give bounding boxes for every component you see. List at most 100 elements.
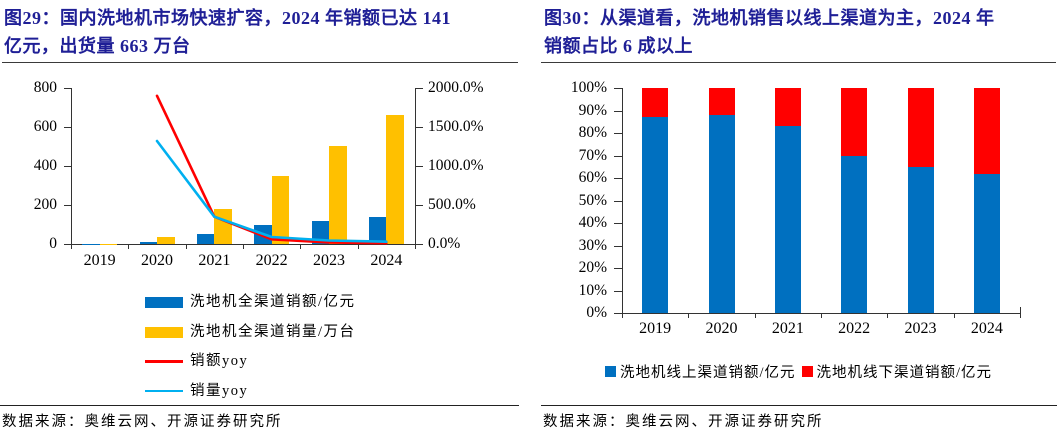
x-axis-label: 2020 [141, 252, 173, 269]
legend-swatch-volume-yoy-line [145, 389, 183, 393]
sales-yoy-line [155, 94, 388, 245]
y-axis-tick [614, 290, 622, 292]
legend-label: 洗地机全渠道销额/亿元 [190, 294, 356, 310]
y-axis-tick-label: 10% [578, 281, 607, 299]
washer-market-combo-chart: 0 200 400 600 800 0.0% 500.0% 1000.0% 1500.0% 200… [0, 0, 528, 436]
bar-online-2021 [774, 126, 801, 313]
left-axis-tick-label: 200 [33, 196, 57, 213]
legend-label: 洗地机线下渠道销额/亿元 [816, 365, 993, 381]
left-axis-tick [64, 127, 71, 128]
legend-label: 洗地机全渠道销量/万台 [190, 323, 356, 340]
x-axis-label: 2023 [313, 252, 345, 269]
channel-share-stacked-chart: 0% 10% 20% 30% 40% 50% 60% 70% 80% 90% 100% 2019 202… [540, 0, 1057, 436]
x-axis-label: 2021 [771, 320, 804, 337]
bar-sales-2024 [368, 216, 387, 244]
x-axis-label: 2022 [255, 252, 288, 269]
bar-offline-2020 [708, 88, 735, 115]
x-axis-tick [243, 245, 244, 249]
x-axis-tick [754, 314, 756, 318]
x-axis-label: 2024 [370, 252, 403, 269]
figure-29: 图29：国内洗地机市场快速扩容，2024 年销额已达 141 亿元，出货量 66… [0, 0, 528, 436]
figure-29-source-divider [0, 405, 519, 406]
right-axis-tick [416, 166, 423, 167]
legend-swatch-sales-bar [145, 297, 183, 308]
x-axis-tick [128, 245, 130, 249]
x-axis-spine [622, 313, 1021, 314]
y-axis-tick [614, 178, 622, 179]
figure-29-source: 数据来源：奥维云网、开源证券研究所 [2, 414, 283, 430]
bar-online-2024 [973, 173, 1000, 313]
bar-online-2019 [642, 117, 669, 313]
bar-online-2023 [907, 166, 934, 313]
bar-online-2022 [841, 155, 868, 313]
x-axis-tick [357, 245, 359, 249]
right-axis-tick-label: 1000.0% [428, 157, 484, 174]
y-axis-tick-label: 70% [578, 146, 607, 164]
y-axis-tick [614, 155, 622, 157]
x-axis-label: 2022 [838, 320, 871, 337]
legend-row: 洗地机线上渠道销额/亿元 洗地机线下渠道销额/亿元 [540, 361, 1057, 382]
left-axis-tick-label: 800 [33, 79, 57, 96]
x-axis-tick [415, 245, 416, 249]
right-axis-tick-label: 0.0% [428, 235, 461, 252]
right-axis-tick-label: 1500.0% [428, 118, 484, 135]
bar-volume-2022 [271, 176, 290, 244]
x-axis-tick [1020, 314, 1021, 318]
x-axis-label: 2019 [83, 252, 116, 269]
bar-offline-2019 [642, 88, 669, 118]
x-axis-label: 2023 [904, 320, 937, 337]
legend-label: 销量yoy [190, 382, 249, 399]
bar-volume-2020 [157, 237, 175, 244]
y-axis-tick-label: 40% [578, 214, 607, 231]
legend-item-offline: 洗地机线下渠道销额/亿元 [801, 361, 993, 382]
x-axis-label: 2020 [705, 320, 738, 337]
bar-offline-2022 [841, 88, 868, 156]
right-axis-tick-label: 2000.0% [428, 79, 484, 96]
right-axis-tick [416, 127, 423, 128]
x-axis-tick [185, 245, 187, 249]
figure-30: 图30：从渠道看，洗地机销售以线上渠道为主，2024 年 销额占比 6 成以上 … [540, 0, 1057, 436]
left-axis-tick-label: 400 [33, 157, 57, 174]
legend-label: 销额yoy [190, 353, 249, 369]
x-axis-tick [887, 314, 889, 318]
legend-swatch-volume-bar [145, 326, 183, 338]
y-axis-tick-label: 100% [570, 79, 607, 96]
bar-sales-2021 [196, 234, 215, 244]
yoy-lines-layer [155, 94, 388, 245]
y-axis-tick-label: 30% [578, 236, 607, 254]
figure-29-title-underline [2, 62, 518, 63]
y-axis-tick-label: 80% [578, 124, 607, 141]
x-axis-end-cap [1020, 307, 1021, 313]
y-axis-tick [614, 223, 622, 224]
left-axis-tick [64, 205, 71, 206]
bar-offline-2024 [973, 88, 1000, 174]
legend-item-online: 洗地机线上渠道销额/亿元 [604, 361, 796, 382]
bar-volume-2023 [329, 145, 347, 244]
bar-volume-2024 [386, 114, 404, 244]
y-axis-tick [614, 133, 622, 134]
left-axis-tick [64, 88, 71, 89]
bar-online-2020 [708, 115, 735, 313]
left-axis-tick-label: 600 [33, 118, 57, 135]
bar-sales-2020 [139, 242, 157, 244]
left-axis-tick [64, 166, 71, 167]
right-axis-spine [415, 88, 416, 245]
figure-30-source-divider [541, 405, 1057, 406]
x-axis-label: 2019 [639, 320, 672, 337]
figure-30-title-line-2: 销额占比 6 成以上 [544, 36, 693, 56]
left-axis-spine [622, 88, 623, 314]
bar-offline-2021 [774, 88, 801, 127]
y-axis-tick [614, 88, 622, 89]
y-axis-tick-label: 0% [586, 304, 607, 321]
y-axis-tick-label: 50% [578, 191, 607, 209]
volume-yoy-line [155, 139, 388, 243]
legend-swatch-offline [801, 366, 813, 377]
right-axis-tick [416, 88, 423, 89]
x-axis-tick [300, 245, 302, 249]
x-axis-tick [71, 245, 72, 249]
y-axis-tick-label: 90% [578, 101, 607, 119]
y-axis-tick [614, 268, 622, 269]
x-axis-tick [688, 314, 690, 318]
figure-29-title: 图29：国内洗地机市场快速扩容，2024 年销额已达 141 亿元，出货量 66… [4, 4, 522, 60]
